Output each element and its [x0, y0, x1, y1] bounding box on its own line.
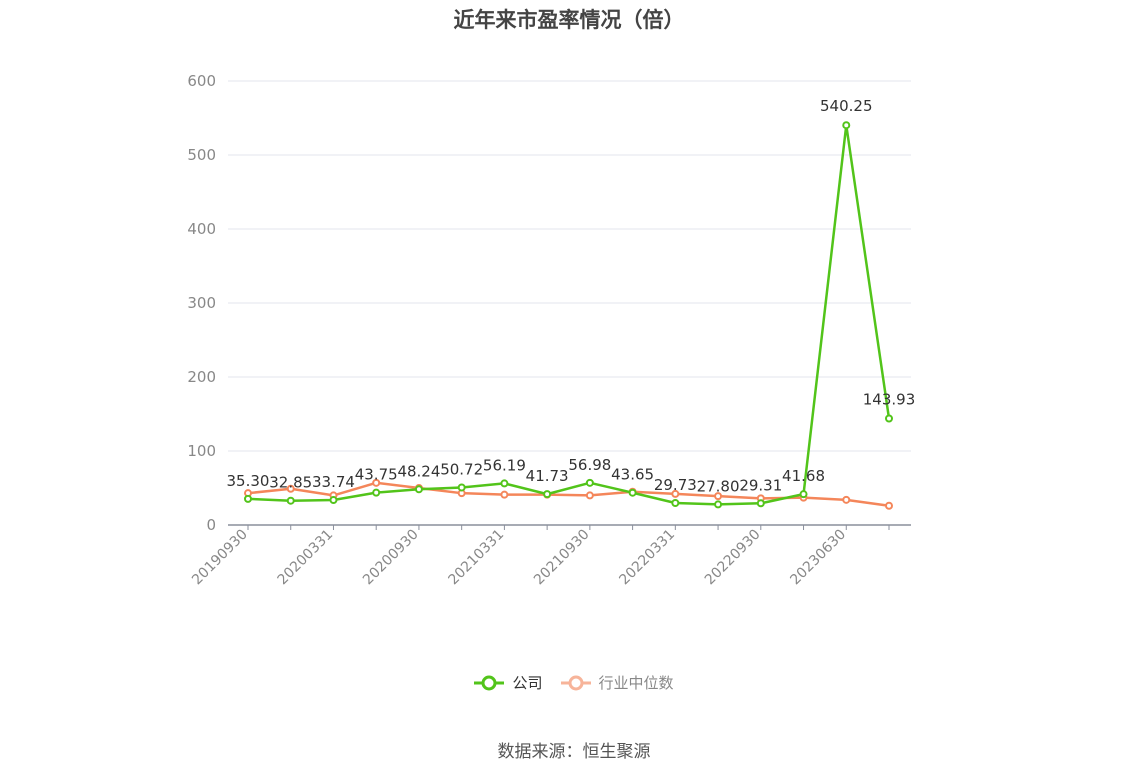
data-point — [414, 485, 423, 494]
data-label: 50.72 — [440, 460, 483, 478]
data-point — [671, 498, 680, 507]
data-labels: 35.30 32.85 33.74 43.75 48.24 50.72 56.1941.73… — [227, 97, 916, 495]
data-point — [842, 495, 851, 504]
data-point — [286, 496, 295, 505]
line-chart: 0 100 200 300 400 500 600 20190930 20200331 2020… — [187, 72, 916, 589]
data-point — [500, 490, 509, 499]
series-line-0 — [247, 123, 891, 506]
x-tick-label: 20230630 — [787, 527, 849, 589]
y-tick-label: 600 — [187, 72, 216, 90]
x-tick-label: 20220930 — [702, 527, 764, 589]
data-point — [286, 484, 295, 493]
x-tick-label: 20200930 — [360, 527, 422, 589]
data-label: 43.75 — [355, 466, 398, 484]
data-point — [500, 479, 509, 488]
x-tick-label: 20200331 — [275, 527, 337, 589]
data-label: 48.24 — [397, 462, 440, 480]
chart-title: 近年来市盈率情况（倍） — [453, 8, 685, 32]
y-tick-label: 400 — [187, 220, 216, 238]
legend-industry-label: 行业中位数 — [598, 674, 674, 692]
data-point — [372, 488, 381, 497]
data-point — [714, 492, 723, 501]
data-label: 56.19 — [483, 456, 526, 474]
data-point — [756, 499, 765, 508]
data-label: 56.98 — [568, 456, 611, 474]
data-point — [628, 488, 637, 497]
data-point — [585, 491, 594, 500]
data-point — [885, 414, 893, 423]
data-point — [329, 496, 338, 505]
legend-company-label: 公司 — [512, 674, 543, 692]
data-point — [671, 489, 680, 498]
legend: 公司 行业中位数 — [0, 672, 1148, 693]
data-point — [543, 490, 552, 499]
x-tick-label: 20220331 — [616, 527, 678, 589]
x-axis: 20190930 20200331 20200930 20210331 20210930… — [189, 524, 911, 589]
y-axis-ticks: 0 100 200 300 400 500 600 — [187, 72, 216, 534]
y-tick-label: 200 — [187, 368, 216, 386]
data-label: 143.93 — [863, 390, 916, 408]
data-label: 32.85 — [269, 474, 312, 492]
legend-item-industry-median[interactable]: 行业中位数 — [560, 672, 674, 693]
y-tick-label: 500 — [187, 146, 216, 164]
legend-item-company[interactable]: 公司 — [474, 672, 543, 693]
data-label: 540.25 — [820, 97, 873, 115]
source-note: 数据来源：恒生聚源 — [497, 742, 651, 762]
data-label: 27.80 — [697, 477, 740, 495]
data-label: 43.65 — [611, 466, 654, 484]
data-label: 41.73 — [526, 467, 569, 485]
y-tick-label: 0 — [206, 516, 216, 534]
x-tick-label: 20190930 — [189, 527, 251, 589]
y-tick-label: 100 — [187, 442, 216, 460]
legend-company-icon — [474, 675, 505, 690]
x-tick-label: 20210930 — [531, 527, 593, 589]
series-layer — [244, 121, 893, 510]
x-tick-label: 20210331 — [446, 527, 508, 589]
data-label: 41.68 — [782, 467, 825, 485]
data-label: 35.30 — [227, 472, 270, 490]
y-tick-label: 300 — [187, 294, 216, 312]
data-point — [842, 121, 851, 130]
data-label: 29.73 — [654, 476, 697, 494]
data-label: 33.74 — [312, 473, 355, 491]
data-point — [799, 490, 808, 499]
data-point — [714, 500, 723, 509]
data-point — [372, 478, 381, 487]
data-label: 29.31 — [739, 476, 782, 494]
data-point — [585, 478, 594, 487]
data-point — [457, 483, 466, 492]
grid-lines — [228, 80, 911, 452]
data-point — [244, 494, 252, 503]
data-point — [885, 501, 893, 510]
legend-industry-icon — [560, 675, 591, 690]
